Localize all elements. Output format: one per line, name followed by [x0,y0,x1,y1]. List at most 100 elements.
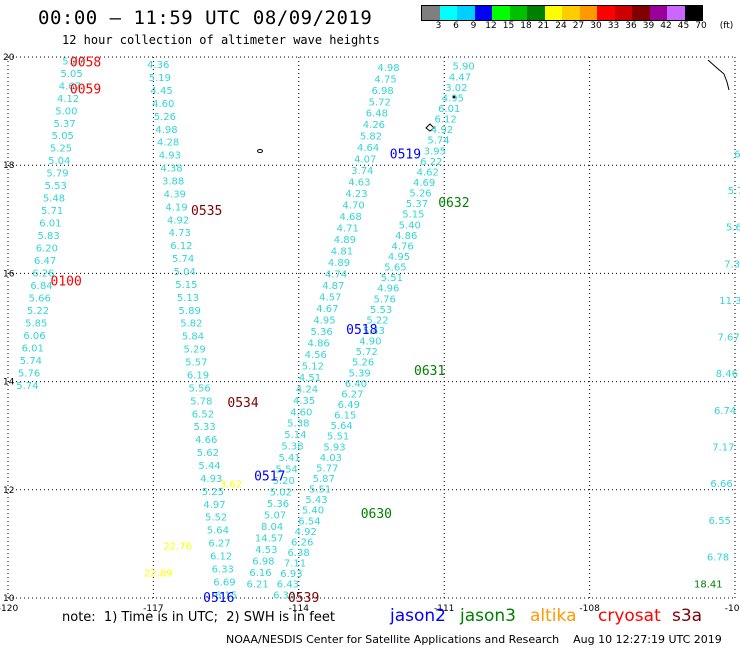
wave-height-value: 6.78 [707,552,729,563]
wave-height-value: 4.62 [417,167,439,178]
wave-height-value: 5.57 [185,358,207,369]
lat-tick-label: 18 [3,161,15,171]
legend-swatch [422,6,440,20]
wave-height-value: 4.03 [320,453,342,464]
wave-height-value: 4.92 [431,125,453,136]
wave-height-value: 6.33 [212,564,234,575]
wave-height-value: 6.12 [435,115,457,126]
wave-height-value: 5.79 [46,169,68,180]
pass-time-label: 0517 [254,469,285,484]
wave-height-value: 5.41 [278,453,300,464]
wave-height-value: 5.71 [41,206,63,217]
satellite-legend-item: cryosat [598,606,661,626]
pass-time-labels: 0058 0059 0100 0535 0534 0539 0519 0518 0517 0516… [51,55,470,606]
pass-time-label: 0516 [203,591,234,606]
legend-swatch [439,6,457,20]
wave-height-value: 4.95 [313,315,335,326]
legend-swatch [614,6,632,20]
wave-height-value: 5.29 [184,345,206,356]
wave-height-value: 4.66 [195,435,217,446]
wave-height-value: 5.53 [45,181,67,192]
wave-height-value: 4.56 [305,350,327,361]
wave-height-value: 4.75 [374,74,396,85]
wave-height-value: 4.51 [299,373,321,384]
legend-tick-label: 9 [470,21,477,31]
wave-height-value: 11.3 [719,296,740,307]
wave-height-value: 5.51 [381,273,403,284]
wave-height-value: 7.11 [284,559,306,570]
wave-height-value: 5.62 [197,448,219,459]
wave-height-value: 6.22 [420,157,442,168]
axis-tick-labels: -120 -117 -114 -111 -108 -105 20 18 16 14 12 10 [0,53,740,614]
legend-swatch [474,6,492,20]
lat-tick-label: 20 [3,53,15,63]
legend-swatch [632,6,650,20]
wave-height-value: 4.67 [59,81,81,92]
wave-height-value: 5.84 [182,332,204,343]
wave-height-value: 6.01 [22,343,44,354]
wave-height-value: 5.36 [310,327,332,338]
color-legend-labels: 3 6 9 12 15 18 21 24 27 30 33 36 39 42 45 70 (ft) [421,21,740,33]
wave-height-value: 8.46 [716,369,738,380]
wave-height-value: 4.98 [155,125,177,136]
wave-height-value: 5.82 [180,319,202,330]
wave-height-value: 6.12 [210,552,232,563]
altimeter-tracks: 5.275.054.674.125.005.375.055.255.045.79… [16,56,740,601]
legend-tick-label: 21 [537,21,550,31]
pass-time-label: 0058 [70,55,101,70]
wave-height-value: 6.01 [39,219,61,230]
pass-time-label: 0630 [361,507,392,522]
legend-swatch [667,6,685,20]
wave-height-value: 5.44 [198,461,220,472]
wave-height-value: 5.51 [309,485,331,496]
satellite-legend-item: jason2 [390,606,446,626]
wave-height-value: 5.74 [427,136,449,147]
wave-height-value: 3.02 [445,83,467,94]
wave-height-value: 6.66 [710,479,732,490]
wave-height-value: 5.76 [18,368,40,379]
wave-height-value: 4.60 [152,99,174,110]
wave-height-value: 5.02 [270,488,292,499]
wave-height-value: 5.26 [154,112,176,123]
wave-height-value: 4.90 [359,337,381,348]
wave-height-value: 6.55 [709,516,731,527]
wave-height-value: 5.25 [50,144,72,155]
wave-height-value: 6.98 [252,557,274,568]
legend-unit: (ft) [719,21,734,31]
wave-height-value: 4.93 [200,474,222,485]
wave-height-value: 5.14 [284,430,306,441]
wave-height-value: 6.21 [246,579,268,590]
wave-height-value: 4.86 [308,338,330,349]
wave-height-value: 8.04 [261,522,283,533]
wave-height-value: 6.38 [287,548,309,559]
lat-tick-label: 14 [3,378,15,388]
wave-height-value: 7.3 [724,259,740,270]
wave-height-value: 5.22 [366,315,388,326]
wave-height-value: 6.93 [280,569,302,580]
wave-height-value: 5.7 [728,186,740,197]
wave-height-value: 5.05 [61,69,83,80]
legend-swatch [492,6,510,20]
wave-height-value: 6.27 [208,539,230,550]
wave-height-value: 6.15 [334,411,356,422]
wave-height-value: 4.39 [164,189,186,200]
wave-height-value: 5.07 [264,511,286,522]
wave-height-value: 5.20 [273,476,295,487]
wave-height-value: 4.92 [167,215,189,226]
wave-height-value: 5.54 [276,465,298,476]
pass-time-label: 0100 [51,275,82,290]
wave-height-value: 4.63 [348,178,370,189]
wave-height-value: 4.70 [342,201,364,212]
legend-swatch [649,6,667,20]
wave-height-value: 4.35 [293,396,315,407]
wave-height-value: 5.19 [149,73,171,84]
lat-tick-label: 10 [3,594,15,604]
wave-height-value: 5.15 [402,210,424,221]
wave-height-value: 5.37 [53,119,75,130]
wave-height-value: 5.78 [190,396,212,407]
wave-height-value: 3.88 [162,176,184,187]
legend-swatch [579,6,597,20]
wave-height-value: 6.98 [372,86,394,97]
wave-height-value: 4.38 [160,164,182,175]
wave-height-value: 5.85 [25,319,47,330]
